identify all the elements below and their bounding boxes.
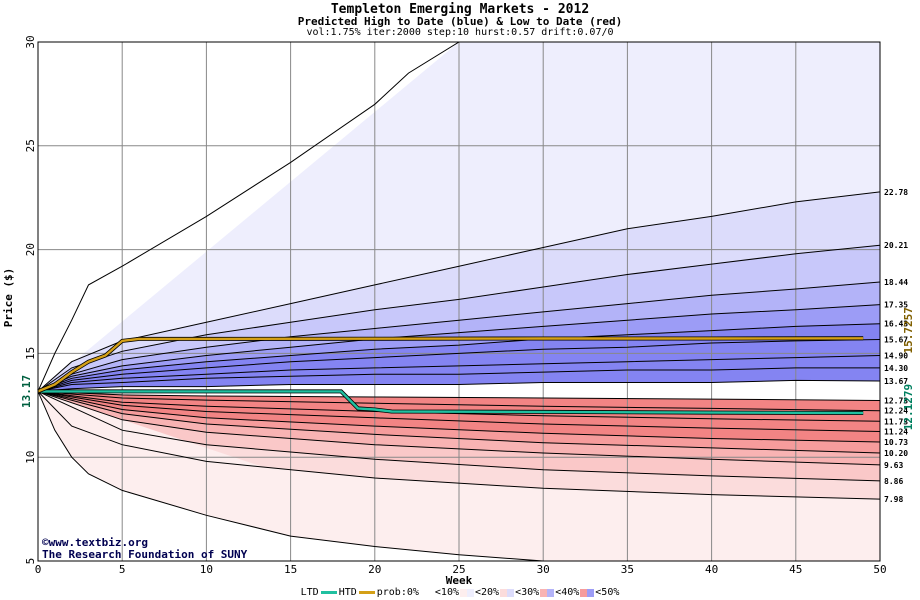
x-tick-label: 15 <box>284 563 297 576</box>
y-tick-label: 20 <box>24 243 37 256</box>
percentile-curve <box>38 390 880 443</box>
percentile-curve <box>38 281 880 392</box>
ltd-line <box>38 390 864 415</box>
y-tick-label: 25 <box>24 139 37 152</box>
percentile-curve <box>38 390 880 482</box>
legend-lt40-swatch <box>580 588 595 597</box>
x-tick-label: 10 <box>200 563 213 576</box>
x-tick-label: 0 <box>35 563 42 576</box>
legend-ltd-swatch <box>320 591 337 594</box>
x-tick-label: 40 <box>705 563 718 576</box>
curve-end-label: 16.43 <box>884 320 908 329</box>
curve-end-label: 10.20 <box>884 449 908 458</box>
percentile-curve <box>38 323 880 392</box>
x-tick-label: 25 <box>452 563 465 576</box>
percentile-curve <box>38 390 880 401</box>
credit-url: ©www.textbiz.org <box>42 536 148 549</box>
percentile-curve <box>38 390 880 432</box>
percentile-curve <box>38 391 544 561</box>
axes: 0 5 10 15 20 25 30 35 40 45 5051015202530WeekPrice… <box>2 35 887 587</box>
percentile-curve <box>38 379 880 392</box>
y-tick-label: 30 <box>24 35 37 48</box>
curve-end-label: 11.24 <box>884 427 908 436</box>
curve-end-label: 11.73 <box>884 417 908 426</box>
legend-lt20-swatch <box>500 588 515 597</box>
start-price-label: 13.17 <box>20 375 33 408</box>
legend-htd-label: HTD <box>338 587 357 598</box>
ltd-end-label: 12.1279 <box>902 384 915 430</box>
x-tick-label: 50 <box>873 563 886 576</box>
legend-ltd-label: LTD <box>300 587 319 598</box>
curve-end-label: 22.78 <box>884 188 908 197</box>
percentile-curve <box>38 244 880 392</box>
legend-lt30-label: <30% <box>515 587 540 598</box>
legend-prob0-swatch <box>419 588 434 597</box>
curve-end-label: 12.73 <box>884 397 908 406</box>
curve-end-label: 13.67 <box>884 377 908 386</box>
band-lower-6 <box>38 391 880 481</box>
x-tick-label: 30 <box>537 563 550 576</box>
credit-org: The Research Foundation of SUNY <box>42 548 248 561</box>
curve-end-label: 14.90 <box>884 351 908 360</box>
percentile-curve <box>38 390 880 454</box>
x-axis-label: Week <box>446 574 473 587</box>
legend-prob0-label: prob:0% <box>376 587 419 598</box>
curve-end-label: 18.44 <box>884 278 908 287</box>
chart-subtitle: Predicted High to Date (blue) & Low to D… <box>297 15 623 28</box>
band-lower-outer <box>38 391 880 561</box>
curve-end-label: 14.30 <box>884 364 908 373</box>
x-tick-label: 35 <box>621 563 634 576</box>
legend-lt40-label: <40% <box>555 587 580 598</box>
x-tick-label: 20 <box>368 563 381 576</box>
legend-lt30-swatch <box>540 588 555 597</box>
band-upper-4 <box>38 304 880 392</box>
x-tick-label: 5 <box>119 563 126 576</box>
y-tick-label: 15 <box>24 347 37 360</box>
plot-frame <box>37 41 881 562</box>
percentile-curve <box>38 367 880 392</box>
curve-end-label: 17.35 <box>884 301 908 310</box>
legend-lt20-label: <20% <box>475 587 500 598</box>
percentile-curve <box>38 304 880 392</box>
htd-end-label: 15.7257 <box>902 307 915 353</box>
curve-end-label: 15.67 <box>884 335 908 344</box>
chart-params: vol:1.75% iter:2000 step:10 hurst:0.57 d… <box>306 27 614 38</box>
price-series <box>37 336 864 415</box>
legend-lt10-label: <10% <box>434 587 459 598</box>
curve-end-label: 8.86 <box>884 477 903 486</box>
chart-title: Templeton Emerging Markets - 2012 <box>330 2 590 17</box>
x-tick-label: 45 <box>789 563 802 576</box>
curve-end-label: 10.73 <box>884 438 908 447</box>
htd-line <box>37 337 864 393</box>
legend: LTD HTD prob:0% <10% <20% <30% <40% <50% <box>0 587 920 599</box>
y-axis-label: Price ($) <box>2 268 15 328</box>
curve-end-label: 9.63 <box>884 461 903 470</box>
legend-lt50-label: <50% <box>595 587 620 598</box>
curve-end-label: 7.98 <box>884 495 903 504</box>
percentile-curve <box>38 191 880 392</box>
band-lower-2 <box>38 391 880 432</box>
curve-end-label: 12.24 <box>884 407 908 416</box>
curve-labels: 22.78 20.21 18.44 17.35 16.43 15.67 14.90 14.30… <box>884 188 915 504</box>
percentile-curve <box>38 339 880 392</box>
percentile-curve <box>38 390 880 466</box>
band-upper-5 <box>38 323 880 392</box>
legend-lt10-swatch <box>460 588 474 597</box>
y-tick-label: 10 <box>24 451 37 464</box>
percentile-curve <box>38 355 880 392</box>
percentile-curve <box>38 391 880 500</box>
band-lower-3 <box>38 391 880 442</box>
band-upper-3 <box>38 282 880 392</box>
percentile-curve <box>38 390 880 412</box>
legend-htd-swatch <box>358 591 375 594</box>
y-tick-label: 5 <box>24 558 37 565</box>
curve-end-label: 20.21 <box>884 241 908 250</box>
percentile-curve <box>38 42 460 392</box>
